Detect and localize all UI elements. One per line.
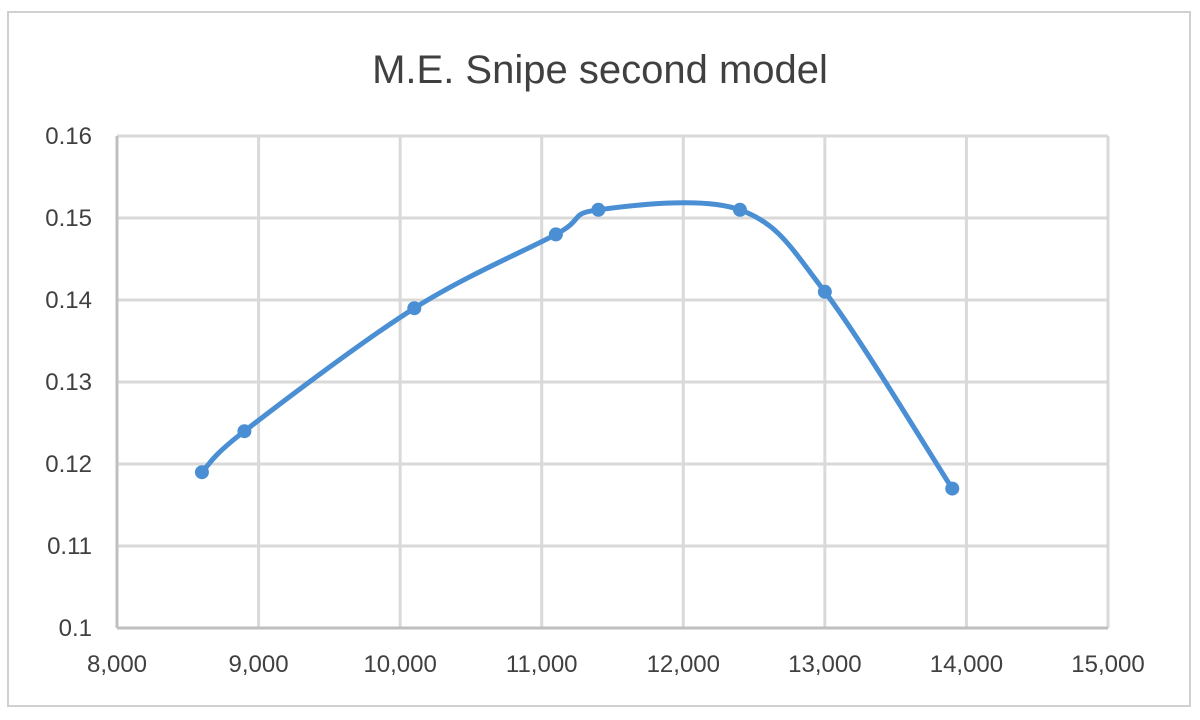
y-tick-label: 0.14 — [45, 287, 92, 314]
y-tick-label: 0.15 — [45, 205, 92, 232]
data-point-marker — [945, 481, 960, 496]
data-point-marker — [817, 284, 832, 299]
series-layer — [194, 200, 960, 496]
x-tick-label: 14,000 — [930, 651, 1003, 678]
data-point-marker — [548, 227, 563, 242]
chart-title: M.E. Snipe second model — [372, 48, 828, 92]
data-point-marker — [732, 202, 747, 217]
x-tick-label: 12,000 — [647, 651, 720, 678]
y-tick-label: 0.1 — [59, 615, 92, 642]
x-tick-label: 15,000 — [1071, 651, 1144, 678]
y-tick-label: 0.11 — [47, 533, 92, 560]
tick-labels: 0.1 0.11 0.12 0.13 0.14 0.15 0.16 8,000 9,000 10,… — [45, 123, 1144, 678]
x-tick-label: 8,000 — [87, 651, 147, 678]
x-tick-label: 10,000 — [363, 651, 436, 678]
y-tick-label: 0.12 — [45, 451, 92, 478]
x-tick-label: 11,000 — [506, 651, 578, 678]
x-tick-label: 13,000 — [788, 651, 861, 678]
chart-frame — [7, 11, 1191, 707]
y-tick-label: 0.13 — [45, 369, 92, 396]
data-point-marker — [237, 424, 252, 439]
x-tick-label: 9,000 — [229, 651, 289, 678]
data-point-marker — [407, 301, 422, 316]
series-line — [199, 200, 955, 492]
y-tick-label: 0.16 — [45, 123, 92, 150]
data-point-marker — [591, 202, 606, 217]
axis-layer — [115, 136, 1108, 630]
data-point-marker — [194, 465, 209, 480]
